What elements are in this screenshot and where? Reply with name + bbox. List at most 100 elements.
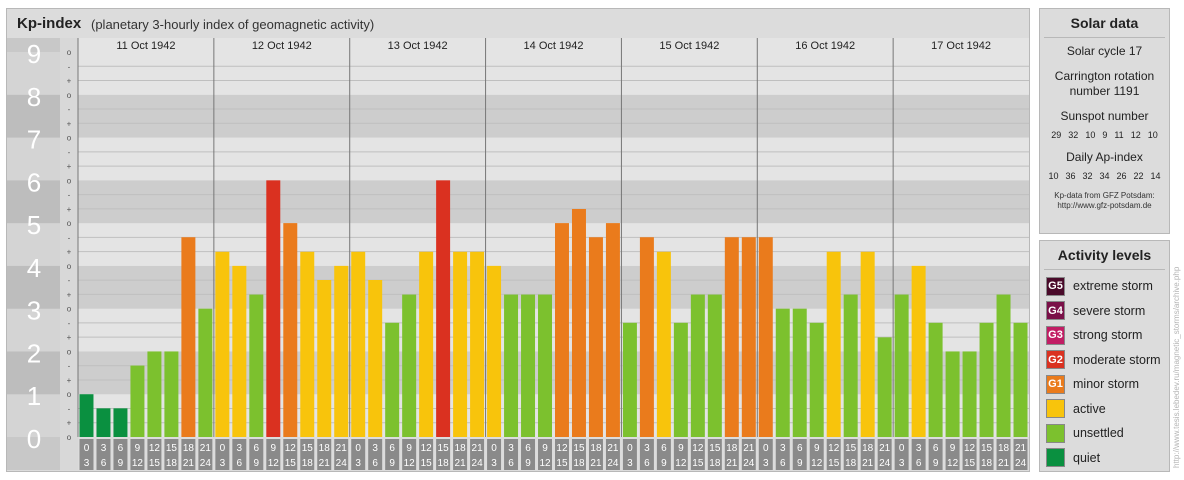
legend-item: quiet bbox=[1040, 446, 1169, 471]
y-minor-label: - bbox=[68, 62, 71, 71]
interval-label-start: 15 bbox=[981, 443, 993, 454]
kp-bar bbox=[283, 223, 298, 437]
kp-bar bbox=[877, 337, 892, 437]
y-band bbox=[78, 137, 1029, 181]
interval-label-start: 12 bbox=[421, 443, 433, 454]
interval-cell bbox=[487, 439, 502, 470]
y-minor-label: + bbox=[67, 419, 72, 428]
interval-label-start: 9 bbox=[135, 443, 141, 454]
interval-label-start: 9 bbox=[814, 443, 820, 454]
interval-label-start: 12 bbox=[285, 443, 297, 454]
interval-label-end: 3 bbox=[899, 458, 905, 469]
y-minor-label: o bbox=[67, 305, 72, 314]
interval-label-end: 24 bbox=[607, 458, 619, 469]
interval-label-start: 9 bbox=[406, 443, 412, 454]
interval-cell bbox=[317, 439, 332, 470]
y-major-label: 1 bbox=[27, 381, 41, 411]
interval-cell bbox=[504, 439, 519, 470]
kp-bar bbox=[419, 251, 434, 437]
kp-bar bbox=[521, 294, 536, 437]
interval-label-end: 21 bbox=[998, 458, 1010, 469]
credit-line-2: http://www.gfz-potsdam.de bbox=[1057, 201, 1152, 210]
interval-label-start: 21 bbox=[743, 443, 755, 454]
kp-bar bbox=[317, 280, 332, 437]
sunspot-title: Sunspot number bbox=[1060, 109, 1149, 123]
interval-label-end: 3 bbox=[355, 458, 361, 469]
interval-cell bbox=[928, 439, 943, 470]
interval-label-start: 0 bbox=[491, 443, 497, 454]
kp-bar bbox=[656, 251, 671, 437]
interval-label-start: 6 bbox=[797, 443, 803, 454]
interval-label-start: 18 bbox=[726, 443, 738, 454]
carrington-line-2: number 1191 bbox=[1069, 84, 1140, 98]
interval-label-end: 15 bbox=[285, 458, 297, 469]
kp-bar bbox=[758, 237, 773, 437]
legend-item: G5 extreme storm bbox=[1040, 274, 1169, 299]
interval-label-end: 15 bbox=[149, 458, 161, 469]
interval-cell bbox=[538, 439, 552, 470]
kp-bar bbox=[673, 322, 688, 437]
y-minor-label: o bbox=[67, 91, 72, 100]
interval-label-start: 15 bbox=[166, 443, 178, 454]
interval-label-end: 12 bbox=[811, 458, 823, 469]
kp-bar bbox=[351, 251, 366, 437]
kp-bar bbox=[843, 294, 858, 437]
interval-label-end: 24 bbox=[743, 458, 755, 469]
kp-bar bbox=[707, 294, 722, 437]
solar-data-panel: Solar data Solar cycle 17 Carrington rot… bbox=[1039, 8, 1170, 234]
interval-label-start: 18 bbox=[998, 443, 1010, 454]
interval-cell bbox=[470, 439, 485, 470]
interval-label-start: 21 bbox=[1015, 443, 1027, 454]
interval-label-start: 18 bbox=[590, 443, 602, 454]
interval-cell bbox=[385, 439, 400, 470]
legend-swatch bbox=[1046, 399, 1065, 419]
kp-bar bbox=[147, 351, 162, 437]
interval-cell bbox=[775, 439, 790, 470]
y-label-band bbox=[7, 94, 60, 138]
interval-label-end: 18 bbox=[981, 458, 993, 469]
interval-label-end: 12 bbox=[404, 458, 416, 469]
y-label-band bbox=[7, 52, 60, 95]
interval-label-start: 3 bbox=[780, 443, 786, 454]
interval-cell bbox=[724, 439, 739, 470]
activity-levels-title: Activity levels bbox=[1044, 241, 1165, 270]
interval-cell bbox=[266, 439, 281, 470]
kp-bar bbox=[555, 223, 569, 437]
kp-bar bbox=[911, 265, 926, 437]
interval-label-start: 21 bbox=[607, 443, 619, 454]
y-major-label: 7 bbox=[27, 125, 41, 155]
y-minor-label: + bbox=[67, 119, 72, 128]
interval-label-end: 9 bbox=[797, 458, 803, 469]
interval-cell bbox=[368, 439, 383, 470]
interval-label-start: 9 bbox=[542, 443, 548, 454]
kp-bar bbox=[538, 294, 552, 437]
ap-value: 10 bbox=[1048, 171, 1059, 181]
legend-label: extreme storm bbox=[1073, 279, 1153, 294]
legend-item: G3 strong storm bbox=[1040, 323, 1169, 348]
legend-item: G2 moderate storm bbox=[1040, 348, 1169, 373]
interval-label-end: 9 bbox=[389, 458, 395, 469]
sunspot-values: 29 32 10 9 11 12 10 bbox=[1040, 130, 1169, 140]
interval-label-start: 12 bbox=[149, 443, 161, 454]
kp-bar bbox=[928, 322, 943, 437]
interval-label-end: 18 bbox=[302, 458, 314, 469]
kp-bar bbox=[792, 308, 807, 437]
interval-label-start: 3 bbox=[237, 443, 243, 454]
legend-item: unsettled bbox=[1040, 421, 1169, 446]
y-minor-strip bbox=[60, 38, 78, 470]
interval-label-end: 3 bbox=[491, 458, 497, 469]
y-minor-label: + bbox=[67, 162, 72, 171]
y-minor-label: + bbox=[67, 248, 72, 257]
interval-label-start: 12 bbox=[692, 443, 704, 454]
interval-cell bbox=[741, 439, 756, 470]
interval-cell bbox=[198, 439, 213, 470]
interval-label-start: 6 bbox=[661, 443, 667, 454]
y-minor-label: o bbox=[67, 48, 72, 57]
interval-label-end: 6 bbox=[508, 458, 514, 469]
interval-cell bbox=[860, 439, 875, 470]
ap-value: 22 bbox=[1133, 171, 1144, 181]
credit-line-1: Kp-data from GFZ Potsdam: bbox=[1054, 191, 1155, 200]
y-label-band bbox=[7, 308, 60, 352]
kp-bar bbox=[945, 351, 960, 437]
source-watermark: http://www.tesis.lebedev.ru/magnetic_sto… bbox=[1172, 266, 1181, 468]
